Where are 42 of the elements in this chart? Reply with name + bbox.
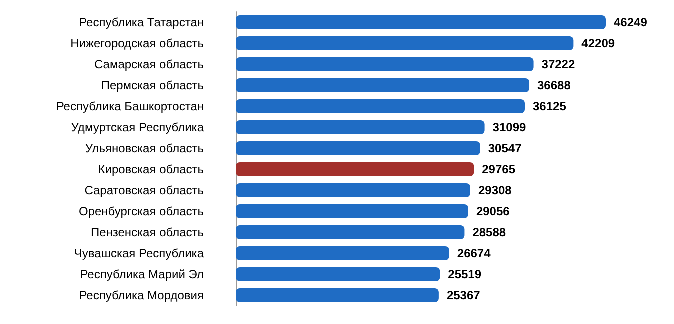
- y-tick-label: Кировская область: [98, 162, 204, 176]
- y-tick-label: Республика Башкортостан: [56, 100, 204, 114]
- y-tick-label: Саратовская область: [84, 184, 204, 198]
- bar: [236, 120, 485, 134]
- data-label: 28588: [472, 226, 506, 240]
- y-tick-label: Республика Мордовия: [79, 288, 204, 302]
- bar: [236, 204, 468, 218]
- y-tick-label: Пензенская область: [90, 226, 204, 240]
- y-tick-label: Самарская область: [94, 58, 204, 72]
- data-label: 25367: [446, 288, 481, 302]
- data-label: 36688: [538, 78, 572, 92]
- data-label: 25519: [448, 268, 482, 282]
- bar: [236, 58, 534, 72]
- bar: [236, 184, 470, 198]
- y-tick-label: Удмуртская Республика: [71, 120, 204, 134]
- data-label: 46249: [614, 16, 648, 30]
- y-tick-label: Ульяновская область: [85, 142, 204, 156]
- data-label: 36125: [533, 100, 567, 114]
- y-tick-label: Пермская область: [101, 78, 204, 92]
- bar: [236, 36, 574, 50]
- bar: [236, 78, 530, 92]
- bar: [236, 246, 450, 260]
- data-label: 42209: [582, 36, 616, 50]
- y-tick-label: Республика Татарстан: [79, 16, 204, 30]
- data-label: 29056: [476, 204, 510, 218]
- bar: [236, 16, 606, 30]
- bar: [236, 268, 440, 282]
- bar: [236, 100, 526, 114]
- bar: [236, 142, 480, 156]
- bar: [236, 226, 465, 240]
- data-label: 30547: [488, 142, 522, 156]
- data-label: 29765: [482, 162, 516, 176]
- y-tick-label: Чувашская Республика: [74, 246, 204, 260]
- y-tick-label: Республика Марий Эл: [80, 268, 204, 282]
- y-tick-label: Оренбургская область: [78, 204, 204, 218]
- bar: [236, 288, 439, 302]
- y-tick-label: Нижегородская область: [70, 36, 204, 50]
- bar: [236, 162, 474, 176]
- data-label: 29308: [478, 184, 512, 198]
- data-label: 37222: [542, 58, 576, 72]
- data-label: 31099: [492, 120, 526, 134]
- data-label: 26674: [457, 246, 492, 260]
